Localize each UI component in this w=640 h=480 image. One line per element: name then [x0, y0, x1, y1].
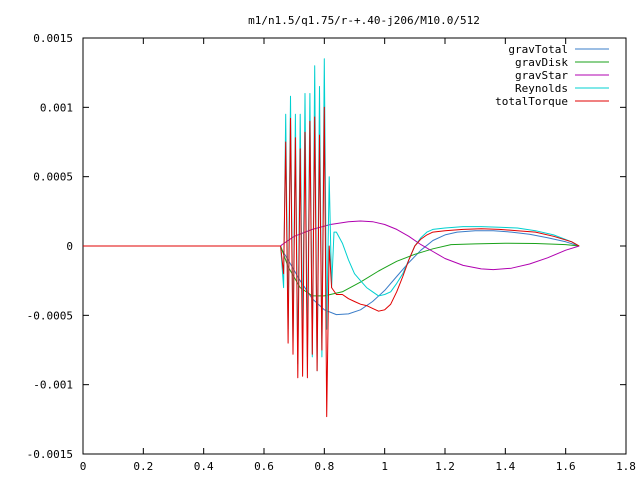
legend-label: totalTorque	[495, 95, 568, 108]
series-line-totaltorque	[83, 106, 580, 418]
x-axis: 0 0.2 0.4 0.6 0.8 1 1.2 1.4 1.6 1.8	[80, 38, 636, 473]
x-tick-label: 0.8	[314, 460, 334, 473]
x-tick-label: 1.6	[556, 460, 576, 473]
x-tick-label: 0.4	[194, 460, 214, 473]
legend-label: gravStar	[515, 69, 568, 82]
series-line-gravdisk	[83, 242, 580, 297]
legend-label: gravTotal	[508, 43, 568, 56]
y-tick-label: -0.0015	[27, 448, 73, 461]
x-tick-label: 1	[381, 460, 388, 473]
x-tick-label: 0.6	[254, 460, 274, 473]
y-tick-label: 0.0005	[33, 171, 73, 184]
series-line-gravtotal	[83, 230, 580, 316]
y-tick-label: -0.001	[33, 379, 73, 392]
x-tick-label: 1.8	[616, 460, 636, 473]
legend-label: Reynolds	[515, 82, 568, 95]
x-tick-label: 0.2	[133, 460, 153, 473]
x-tick-label: 0	[80, 460, 87, 473]
x-tick-label: 1.2	[435, 460, 455, 473]
y-tick-label: 0.0015	[33, 32, 73, 45]
x-tick-label: 1.4	[495, 460, 515, 473]
legend-label: gravDisk	[515, 56, 568, 69]
legend: gravTotalgravDiskgravStarReynoldstotalTo…	[495, 43, 609, 108]
series-layer	[83, 58, 580, 418]
y-tick-label: 0.001	[40, 101, 73, 114]
y-tick-label: 0	[66, 240, 73, 253]
y-tick-label: -0.0005	[27, 309, 73, 322]
chart-title: m1/n1.5/q1.75/r-+.40-j206/M10.0/512	[248, 14, 480, 27]
